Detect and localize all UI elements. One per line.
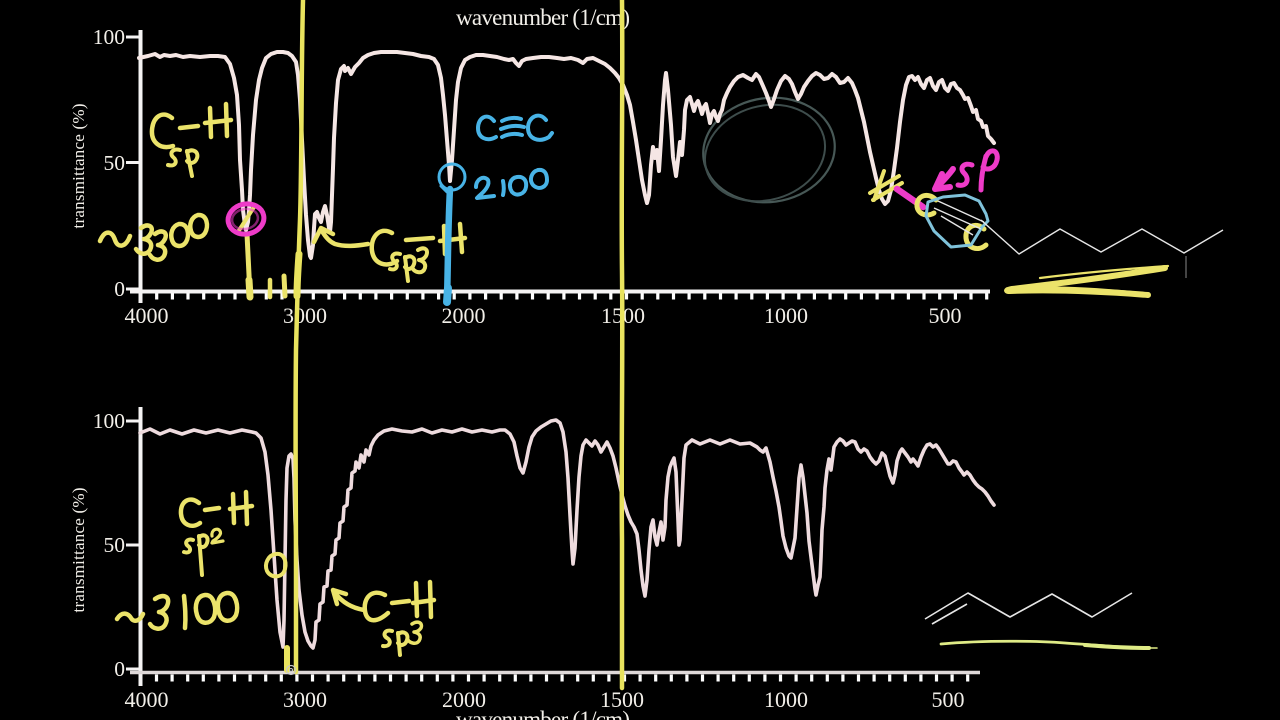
svg-text:0: 0	[114, 277, 125, 301]
svg-text:transmittance (%): transmittance (%)	[69, 488, 88, 613]
svg-text:wavenumber (1/cm): wavenumber (1/cm)	[456, 5, 630, 30]
svg-text:1000: 1000	[764, 303, 808, 328]
svg-text:50: 50	[104, 151, 126, 175]
svg-text:4000: 4000	[125, 303, 169, 328]
svg-text:2000: 2000	[442, 303, 486, 328]
svg-text:1000: 1000	[764, 687, 808, 712]
svg-text:2000: 2000	[442, 687, 486, 712]
svg-text:100: 100	[93, 409, 125, 433]
svg-text:transmittance (%): transmittance (%)	[69, 104, 88, 229]
svg-text:500: 500	[932, 687, 965, 712]
svg-text:100: 100	[93, 25, 125, 49]
svg-text:3000: 3000	[283, 687, 327, 712]
svg-text:50: 50	[104, 533, 126, 557]
svg-text:500: 500	[929, 303, 962, 328]
svg-text:0: 0	[114, 657, 125, 681]
svg-text:4000: 4000	[125, 687, 169, 712]
svg-text:wavenumber (1/cm): wavenumber (1/cm)	[456, 707, 630, 720]
svg-text:3000: 3000	[283, 303, 327, 328]
svg-text:1500: 1500	[600, 687, 644, 712]
